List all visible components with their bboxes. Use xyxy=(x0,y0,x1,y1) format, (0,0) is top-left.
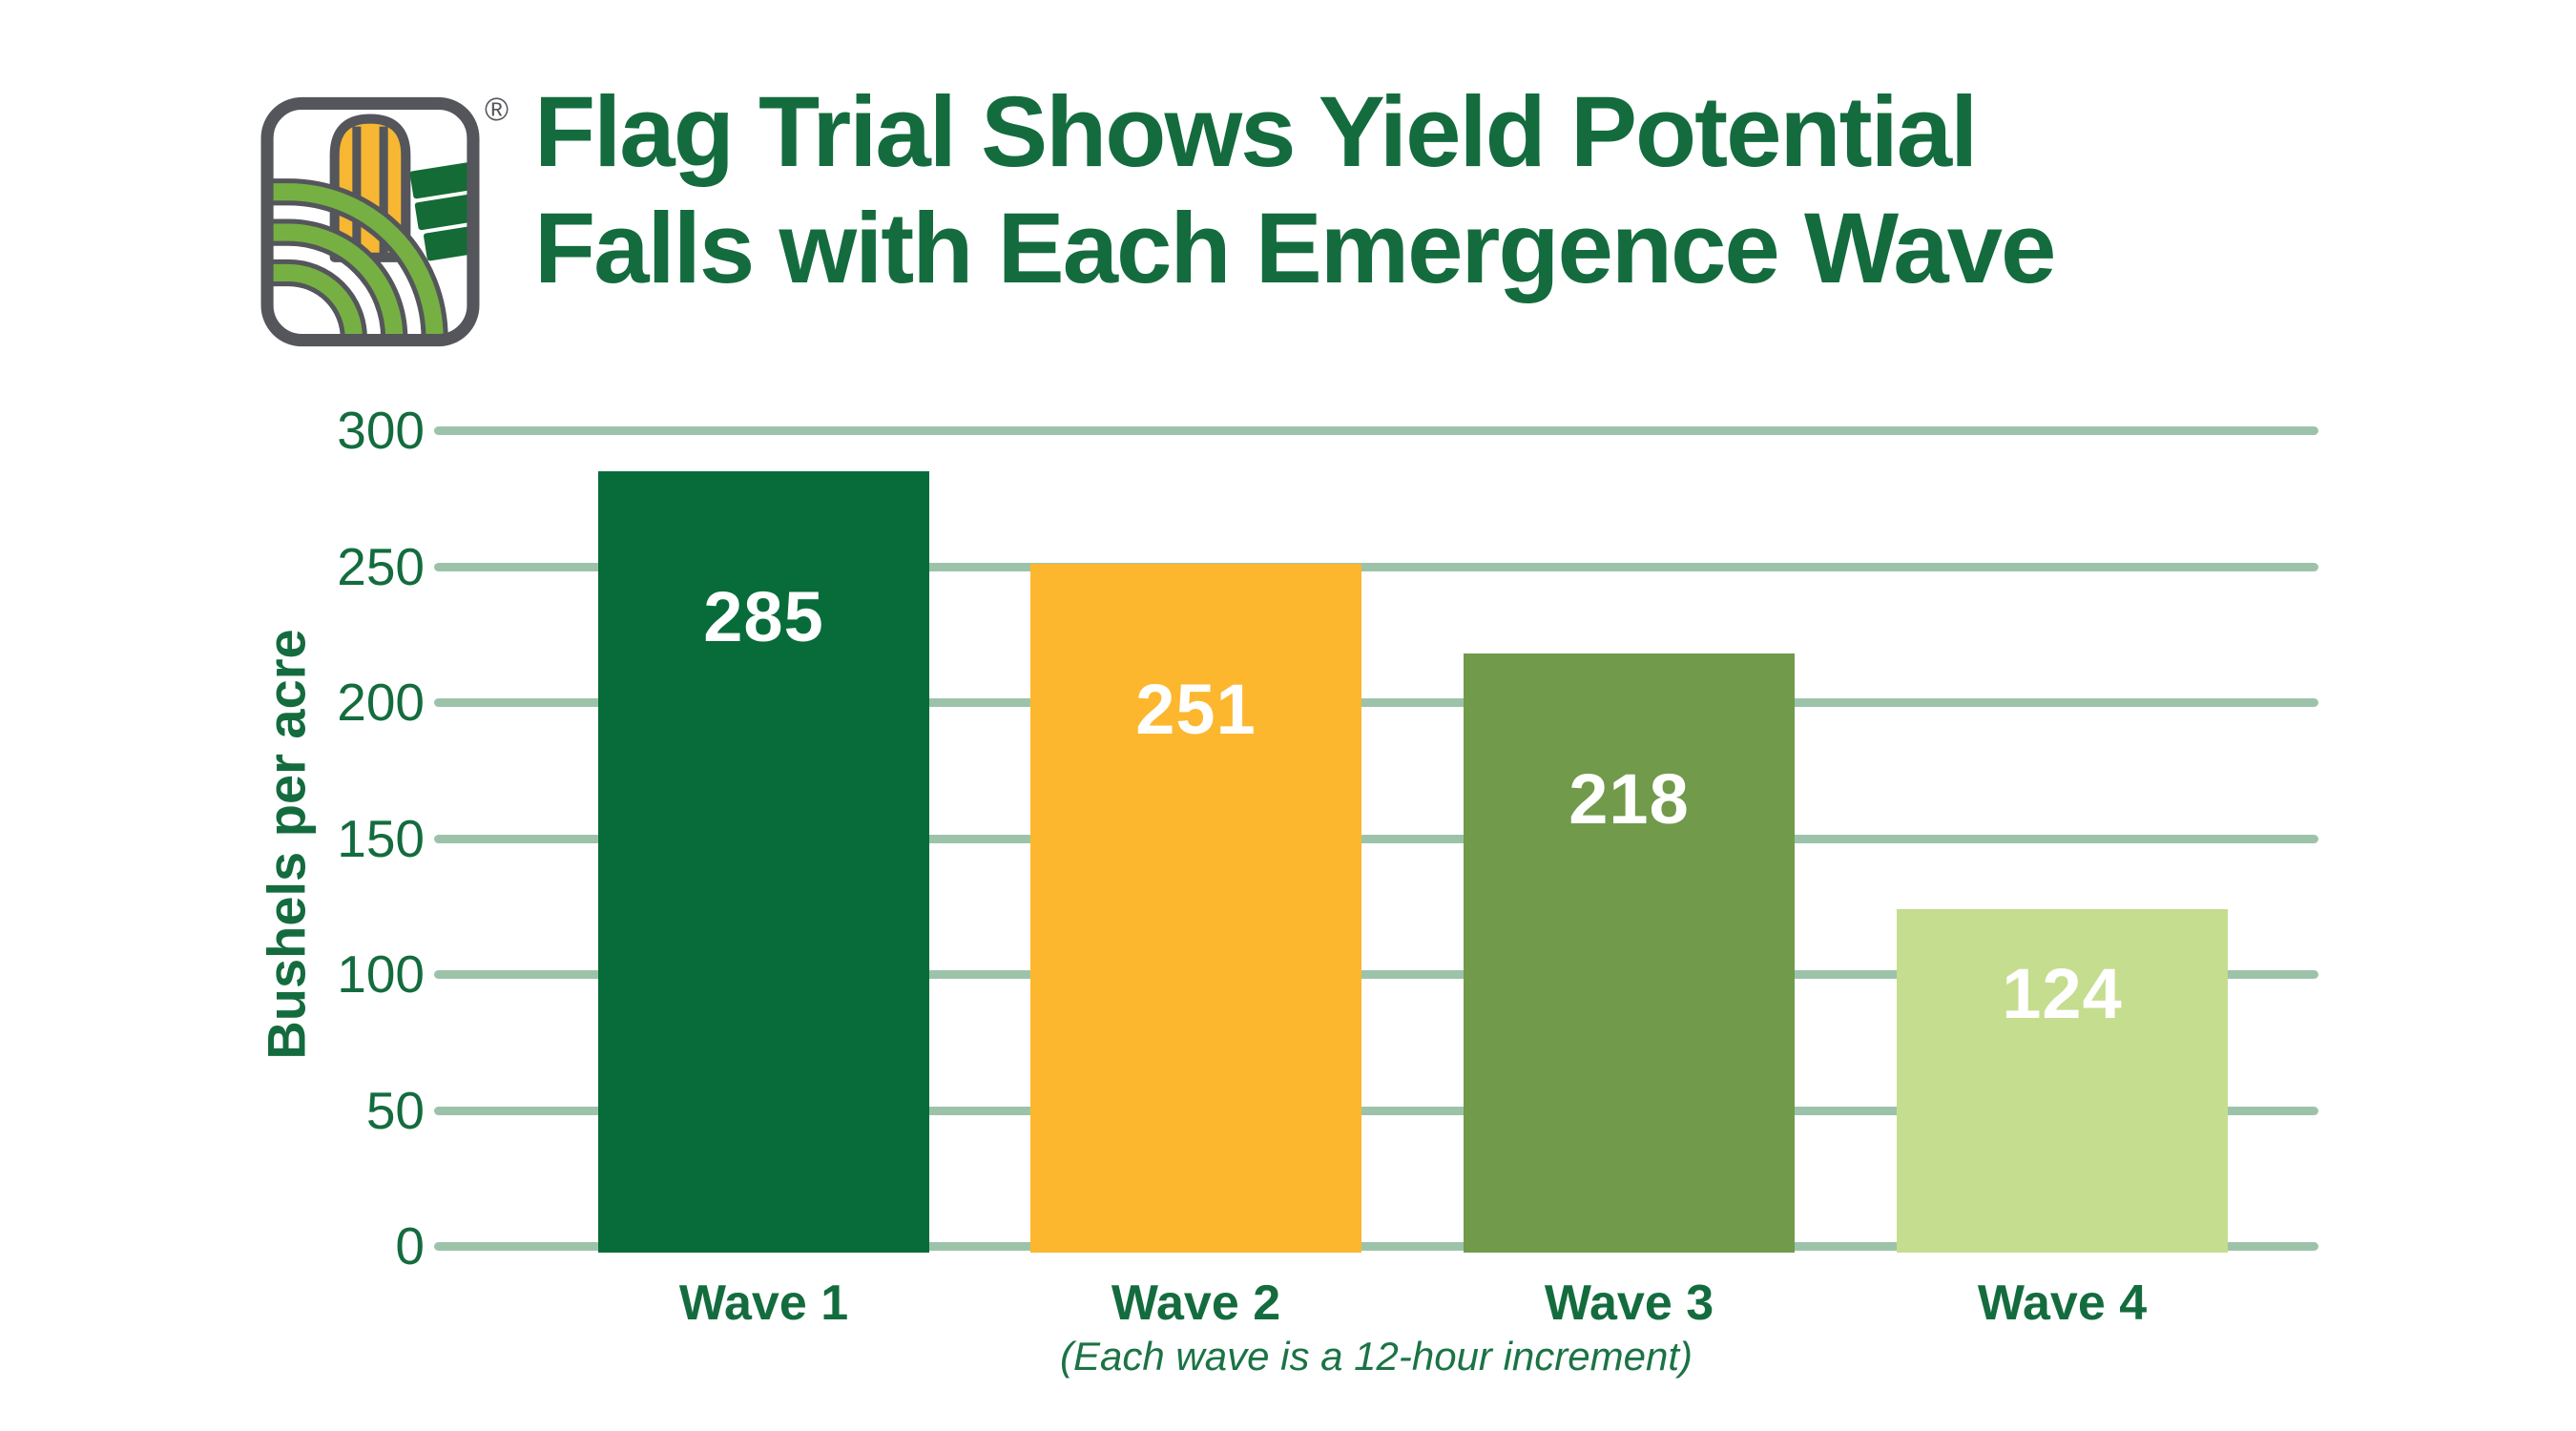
y-tick-label-0: 0 xyxy=(395,1216,425,1275)
gridline-150 xyxy=(434,834,2318,843)
bar-value-label: 251 xyxy=(1135,669,1257,749)
chart-title-line-2: Falls with Each Emergence Wave xyxy=(534,193,2056,304)
x-category-label-1: Wave 1 xyxy=(678,1275,849,1331)
x-category-label-4: Wave 4 xyxy=(1977,1275,2148,1331)
bar-value-label: 124 xyxy=(2002,953,2123,1033)
y-tick-label-100: 100 xyxy=(337,944,425,1004)
registered-trademark: ® xyxy=(485,92,509,128)
y-tick-label-50: 50 xyxy=(365,1080,425,1140)
chart-title: Flag Trial Shows Yield Potential Falls w… xyxy=(534,74,2056,307)
x-category-label-2: Wave 2 xyxy=(1111,1275,1281,1331)
y-tick-label-200: 200 xyxy=(337,673,425,732)
y-tick-label-300: 300 xyxy=(337,401,425,460)
x-category-label-3: Wave 3 xyxy=(1544,1275,1714,1331)
y-tick-label-250: 250 xyxy=(337,536,425,596)
gridline-0 xyxy=(434,1242,2318,1251)
bar-wave-4: 124 xyxy=(1897,908,2228,1253)
gridline-200 xyxy=(434,698,2318,707)
chart-title-line-1: Flag Trial Shows Yield Potential xyxy=(534,76,1978,188)
gridline-50 xyxy=(434,1106,2318,1115)
y-tick-label-150: 150 xyxy=(337,808,425,868)
bar-wave-2: 251 xyxy=(1030,563,1361,1253)
footnote-caption: (Each wave is a 12-hour increment) xyxy=(1060,1334,1693,1379)
gridline-250 xyxy=(434,562,2318,571)
field-corn-logo-icon xyxy=(260,96,480,347)
brand-logo: ® xyxy=(260,92,546,349)
gridline-100 xyxy=(434,970,2318,979)
bar-value-label: 218 xyxy=(1568,758,1690,839)
bar-wave-3: 218 xyxy=(1464,653,1795,1253)
bar-value-label: 285 xyxy=(703,576,824,656)
gridline-300 xyxy=(434,426,2318,435)
bar-wave-1: 285 xyxy=(598,470,929,1253)
